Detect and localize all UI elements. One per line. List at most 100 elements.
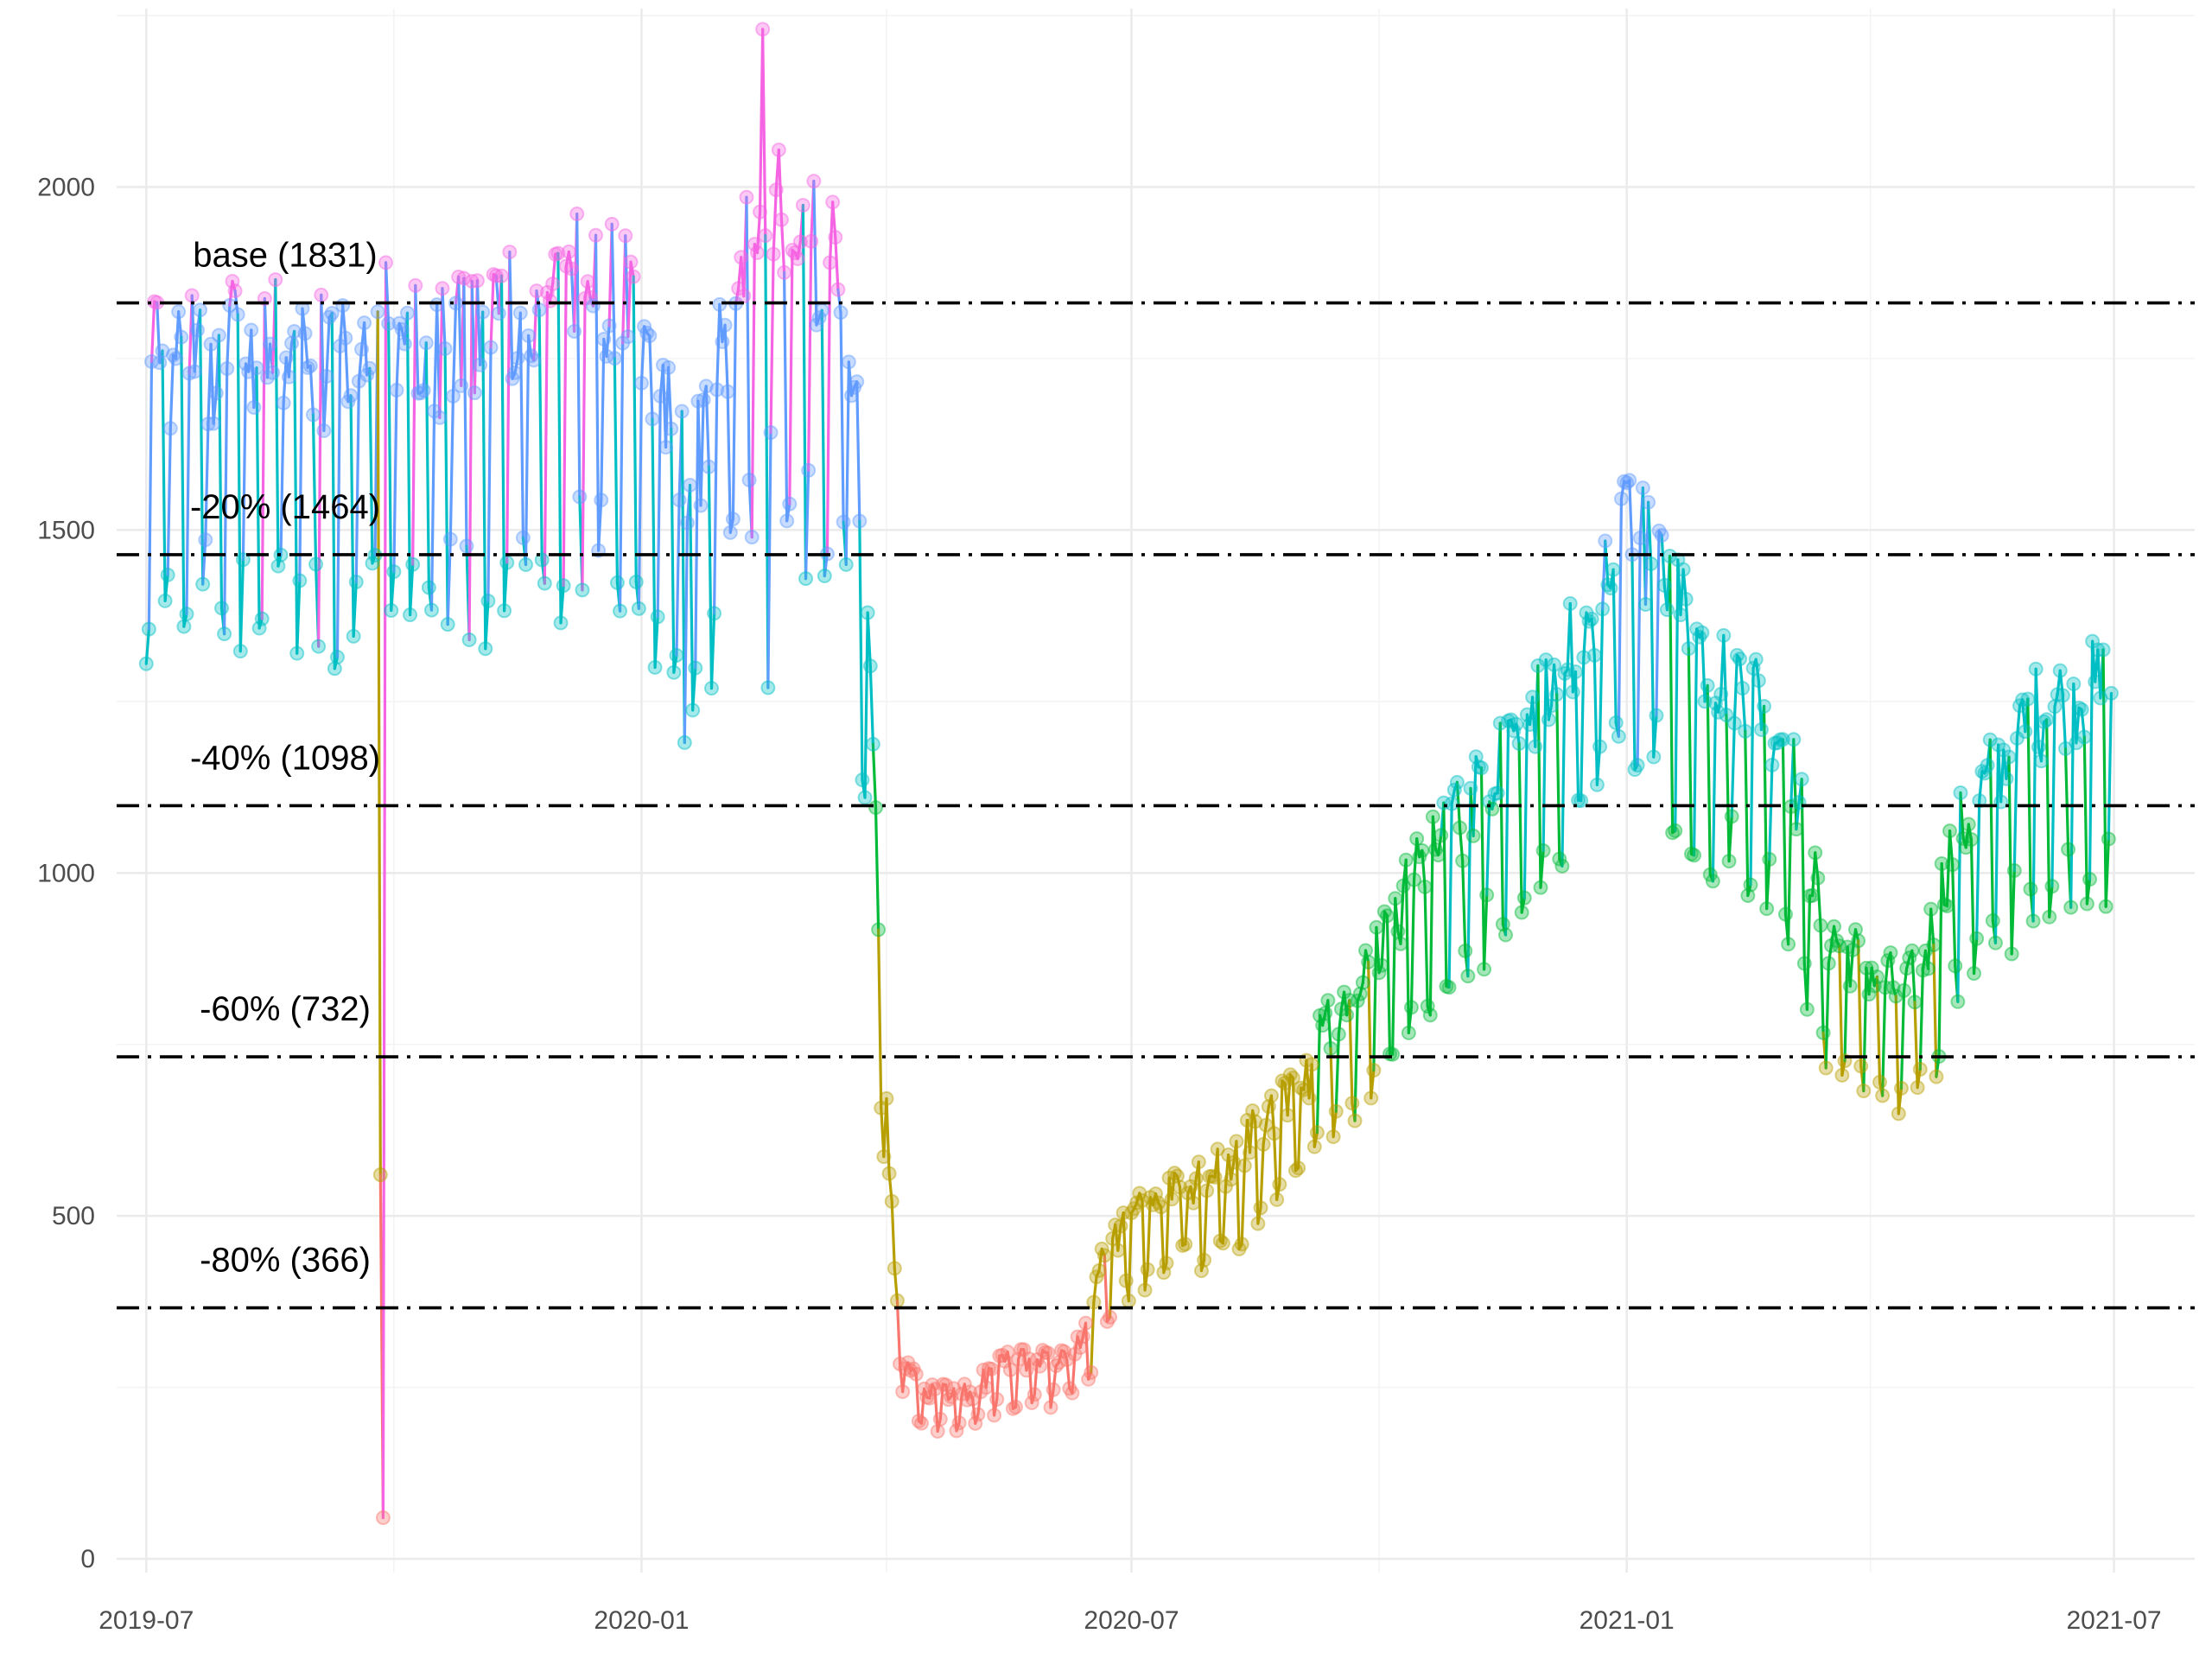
data-point	[1285, 1070, 1300, 1085]
data-point	[1713, 686, 1729, 702]
series-segment	[2088, 639, 2094, 881]
data-point	[1156, 1265, 1172, 1281]
y-tick-label: 500	[52, 1202, 95, 1230]
data-point	[1719, 708, 1734, 723]
data-point	[1296, 1082, 1312, 1097]
data-point	[895, 1384, 911, 1400]
data-point	[1221, 1147, 1236, 1163]
data-point	[141, 621, 156, 637]
series-segment	[1655, 529, 1661, 717]
data-point	[917, 1381, 932, 1396]
data-point	[394, 321, 410, 337]
series-segment	[675, 499, 681, 658]
series-segment	[1792, 738, 1798, 831]
data-point	[213, 601, 229, 616]
data-point	[1000, 1344, 1015, 1360]
data-point	[531, 302, 547, 318]
data-point	[876, 1149, 892, 1165]
series-segment	[944, 1383, 950, 1402]
series-segment	[1547, 704, 1554, 721]
data-point	[314, 287, 329, 302]
data-point	[852, 513, 868, 529]
series-segment	[1552, 663, 1559, 696]
data-point	[263, 336, 278, 352]
series-segment	[992, 1397, 999, 1417]
data-point	[763, 425, 779, 441]
series-segment	[368, 366, 374, 565]
data-point	[423, 602, 439, 618]
series-segment	[858, 519, 864, 782]
series-segment	[1262, 1123, 1268, 1146]
data-point	[316, 423, 332, 438]
data-point	[1151, 1195, 1166, 1211]
series-segment	[1630, 553, 1637, 772]
series-segment	[731, 302, 738, 521]
data-point	[1560, 662, 1575, 677]
reference-labels: base (1831) -20% (1464) -40% (1098) -60% (7…	[190, 237, 380, 1280]
series-segment	[1412, 837, 1419, 881]
data-point	[1185, 1195, 1201, 1211]
series-segment	[282, 356, 288, 405]
series-segment	[761, 28, 767, 238]
data-point	[946, 1381, 962, 1396]
data-point	[690, 393, 706, 409]
data-point	[1113, 1218, 1128, 1234]
series-segment	[1749, 666, 1755, 887]
data-point	[1086, 1294, 1102, 1310]
data-point	[983, 1361, 999, 1376]
data-point	[1245, 1103, 1261, 1118]
series-segment	[371, 553, 377, 565]
data-point	[1845, 942, 1860, 957]
data-point	[951, 1415, 967, 1431]
series-segment	[1940, 861, 1946, 906]
series-segment	[1097, 1247, 1103, 1273]
data-point	[2052, 663, 2068, 678]
data-point	[1926, 937, 1942, 952]
series-segment	[933, 1388, 939, 1433]
series-segment	[1321, 1011, 1327, 1027]
series-segment	[1259, 1142, 1265, 1210]
data-point	[483, 340, 499, 355]
reference-label: base (1831)	[193, 237, 377, 275]
series-segment	[1902, 966, 1909, 992]
data-point	[701, 459, 716, 474]
data-point	[1980, 758, 1995, 773]
series-segment	[2063, 747, 2070, 851]
data-point	[1495, 917, 1510, 932]
data-point	[1912, 1062, 1928, 1077]
series-segment	[2034, 667, 2040, 749]
data-point	[510, 350, 525, 365]
data-point	[227, 283, 243, 299]
series-segment	[1372, 925, 1378, 1072]
data-point	[1770, 735, 1785, 751]
series-segment	[1291, 1076, 1298, 1173]
series-segment	[1781, 738, 1788, 916]
series-segment	[1006, 1351, 1012, 1371]
data-point	[1646, 749, 1662, 765]
data-point	[1611, 728, 1626, 744]
data-point	[1974, 764, 1990, 779]
series-segment	[887, 1172, 893, 1204]
series-segment	[298, 307, 304, 582]
series-segment	[1937, 861, 1943, 1058]
series-segment	[1848, 948, 1854, 988]
data-point	[1154, 1199, 1169, 1215]
data-point	[1987, 935, 2003, 950]
data-point	[456, 270, 472, 286]
series-segment	[807, 239, 813, 472]
data-point	[613, 603, 628, 619]
data-point	[480, 594, 496, 609]
data-point	[1487, 786, 1503, 802]
data-point	[874, 1100, 889, 1116]
data-point	[838, 556, 854, 572]
data-point	[1277, 1075, 1293, 1090]
data-point	[1272, 1177, 1287, 1192]
series-segment	[387, 321, 393, 613]
series-segment	[438, 287, 444, 419]
data-point	[2071, 700, 2087, 715]
data-point	[1057, 1344, 1072, 1359]
series-segment	[989, 1367, 996, 1417]
data-point	[847, 379, 862, 395]
data-point	[348, 575, 364, 590]
data-point	[230, 307, 245, 322]
